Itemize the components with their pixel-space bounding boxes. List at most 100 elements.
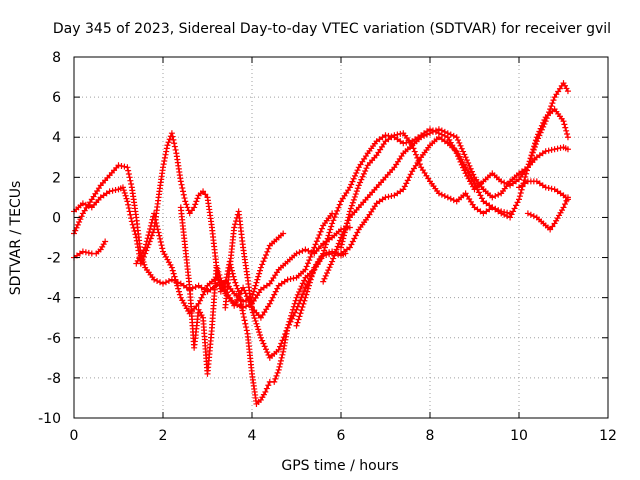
data-point-marker: [302, 266, 309, 273]
data-point-marker: [280, 334, 287, 341]
data-point-marker: [453, 134, 460, 141]
chart-title: Day 345 of 2023, Sidereal Day-to-day VTE…: [53, 21, 611, 37]
data-point-marker: [155, 229, 162, 236]
data-point-marker: [152, 216, 159, 223]
data-point-marker: [501, 211, 508, 218]
data-point-marker: [252, 282, 259, 289]
data-point-marker: [346, 208, 353, 215]
series-track-line: [322, 108, 569, 282]
data-point-marker: [349, 199, 356, 206]
data-point-marker: [349, 178, 356, 185]
data-point-marker: [182, 198, 189, 205]
x-tick-label: 12: [599, 428, 617, 444]
data-point-marker: [160, 280, 166, 287]
data-point-marker: [262, 251, 269, 258]
data-point-marker: [165, 277, 172, 284]
data-point-marker: [447, 195, 454, 202]
data-point-marker: [504, 213, 511, 220]
data-point-marker: [142, 250, 149, 257]
data-point-marker: [262, 346, 269, 353]
data-point-marker: [310, 267, 317, 274]
data-point-marker: [275, 346, 282, 353]
data-point-marker: [121, 163, 128, 170]
data-point-marker: [295, 316, 302, 323]
data-point-marker: [154, 277, 161, 284]
data-point-marker: [297, 286, 304, 293]
data-point-marker: [348, 202, 355, 209]
data-point-marker: [272, 375, 279, 382]
data-point-marker: [293, 250, 300, 257]
data-point-marker: [240, 314, 247, 321]
data-point-marker: [74, 221, 81, 228]
data-point-marker: [560, 204, 567, 211]
data-point-marker: [545, 185, 552, 192]
data-point-marker: [164, 142, 171, 149]
data-point-marker: [418, 134, 425, 141]
data-point-marker: [273, 372, 280, 379]
y-tick-label: -8: [47, 371, 61, 387]
data-point-marker: [299, 290, 306, 297]
data-point-marker: [413, 151, 420, 158]
data-point-marker: [359, 173, 366, 180]
data-point-marker: [323, 251, 330, 258]
data-point-marker: [441, 128, 448, 135]
data-point-marker: [173, 279, 180, 286]
data-point-marker: [147, 222, 154, 229]
data-point-marker: [478, 195, 485, 202]
data-point-marker: [147, 225, 154, 232]
data-point-marker: [450, 132, 457, 139]
data-point-marker: [300, 300, 307, 307]
data-point-marker: [264, 248, 271, 255]
data-point-marker: [327, 261, 334, 268]
data-point-marker: [291, 300, 298, 307]
data-point-marker: [324, 235, 331, 242]
data-point-marker: [279, 337, 286, 344]
data-point-marker: [192, 201, 199, 208]
data-point-marker: [328, 223, 335, 230]
data-point-marker: [330, 217, 337, 224]
data-point-marker: [457, 158, 464, 165]
data-point-marker: [467, 165, 474, 172]
data-point-marker: [330, 255, 337, 262]
data-point-marker: [289, 309, 296, 316]
data-point-marker: [514, 199, 521, 206]
data-point-marker: [325, 267, 332, 274]
data-point-marker: [470, 171, 477, 178]
data-point-marker: [192, 283, 199, 290]
data-point-marker: [172, 146, 179, 153]
data-point-marker: [286, 318, 293, 325]
data-point-marker: [203, 285, 210, 292]
data-point-marker: [174, 282, 181, 289]
data-point-marker: [460, 164, 467, 171]
data-point-marker: [557, 144, 564, 151]
data-point-marker: [181, 195, 188, 202]
data-point-marker: [140, 253, 147, 260]
data-point-marker: [142, 244, 149, 251]
data-point-marker: [256, 329, 263, 336]
data-point-marker: [528, 152, 535, 159]
y-tick-label: 8: [52, 50, 61, 66]
data-point-marker: [401, 183, 408, 190]
data-point-marker: [265, 382, 272, 389]
data-point-marker: [255, 273, 262, 280]
data-point-marker: [547, 106, 554, 113]
data-point-marker: [163, 145, 170, 152]
data-point-marker: [346, 184, 353, 191]
data-point-marker: [340, 235, 347, 242]
data-point-marker: [298, 283, 305, 290]
data-point-marker: [463, 157, 470, 164]
data-point-marker: [283, 327, 290, 334]
data-point-marker: [277, 360, 284, 367]
data-point-marker: [307, 253, 314, 260]
data-point-marker: [564, 134, 571, 141]
data-point-marker: [296, 249, 303, 256]
data-point-marker: [351, 172, 358, 179]
data-point-marker: [354, 229, 361, 236]
data-point-marker: [156, 232, 163, 239]
data-point-marker: [529, 149, 536, 156]
data-point-marker: [302, 294, 309, 301]
data-point-marker: [334, 243, 341, 250]
data-point-marker: [363, 165, 370, 172]
data-point-marker: [542, 184, 549, 191]
data-point-marker: [549, 100, 556, 107]
